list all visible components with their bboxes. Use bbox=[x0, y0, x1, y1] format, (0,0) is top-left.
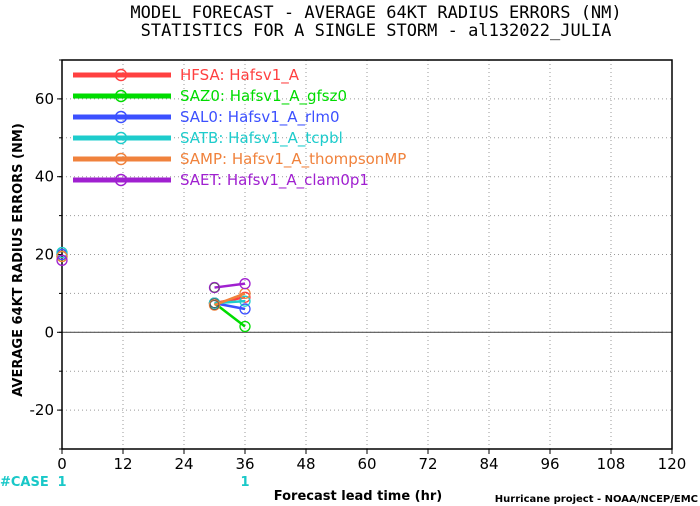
data-point bbox=[239, 295, 251, 307]
data-point bbox=[56, 246, 68, 259]
data-point-outline bbox=[209, 282, 220, 293]
data-point bbox=[56, 250, 68, 263]
x-tick-label: 24 bbox=[174, 455, 193, 473]
chart-title: MODEL FORECAST - AVERAGE 64KT RADIUS ERR… bbox=[130, 3, 621, 23]
data-point bbox=[239, 320, 251, 333]
series-0 bbox=[56, 248, 251, 309]
x-tick-label: 12 bbox=[113, 455, 132, 473]
x-tick-label: 36 bbox=[235, 455, 254, 473]
legend-entry-0: HFSA: Hafsv1_A bbox=[73, 66, 300, 85]
legend-swatch-marker bbox=[114, 89, 128, 103]
legend-swatch-marker bbox=[114, 173, 128, 187]
legend-entry-5: SAET: Hafsv1_A_clam0p1 bbox=[73, 171, 369, 190]
credit-text: Hurricane project - NOAA/NCEP/EMC bbox=[495, 494, 698, 505]
legend-swatch-marker bbox=[114, 152, 128, 166]
data-point bbox=[239, 303, 251, 315]
legend-entry-1: SAZ0: Hafsv1_A_gfsz0 bbox=[73, 87, 347, 106]
legend-label: SAMP: Hafsv1_A_thompsonMP bbox=[180, 150, 406, 169]
legend-entry-3: SATB: Hafsv1_A_tcpbl bbox=[73, 129, 343, 148]
y-tick-label: 20 bbox=[35, 246, 54, 264]
x-tick-label: 0 bbox=[57, 455, 67, 473]
legend-entry-2: SAL0: Hafsv1_A_rlm0 bbox=[73, 108, 340, 127]
legend-label: SAL0: Hafsv1_A_rlm0 bbox=[180, 108, 340, 127]
x-tick-label: 84 bbox=[479, 455, 498, 473]
series-1 bbox=[56, 250, 251, 333]
data-point-outline bbox=[209, 300, 220, 310]
legend-swatch-marker bbox=[114, 110, 128, 124]
x-tick-label: 60 bbox=[357, 455, 376, 473]
x-axis-label: Forecast lead time (hr) bbox=[274, 489, 442, 504]
series-2 bbox=[56, 248, 251, 315]
x-tick-label: 108 bbox=[597, 455, 626, 473]
y-tick-label: 40 bbox=[35, 168, 54, 186]
series-4 bbox=[56, 250, 251, 311]
x-tick-label: 120 bbox=[658, 455, 687, 473]
y-tick-label: -20 bbox=[30, 401, 55, 419]
x-tick-label: 48 bbox=[296, 455, 315, 473]
legend-label: HFSA: Hafsv1_A bbox=[180, 66, 300, 85]
chart-subtitle: STATISTICS FOR A SINGLE STORM - al132022… bbox=[141, 21, 612, 41]
y-tick-label: 60 bbox=[35, 90, 54, 108]
case-label: #CASE bbox=[0, 475, 49, 490]
legend-label: SAET: Hafsv1_A_clam0p1 bbox=[180, 171, 369, 190]
data-point bbox=[208, 299, 221, 311]
data-point bbox=[56, 254, 68, 266]
series-3 bbox=[56, 246, 251, 309]
series-5 bbox=[56, 254, 251, 294]
data-point bbox=[239, 278, 251, 290]
legend-swatch-marker bbox=[114, 68, 128, 82]
y-tick-label: 0 bbox=[44, 323, 54, 341]
data-point bbox=[208, 281, 221, 294]
case-count: 1 bbox=[57, 475, 66, 490]
legend-swatch-marker bbox=[114, 131, 128, 145]
case-count: 1 bbox=[240, 475, 249, 490]
plot-area: 0 12 24 36 48 60 72 84 96 108 120 -20 0 20 40 60 HFSA: H… bbox=[30, 59, 687, 490]
legend-label: SAZ0: Hafsv1_A_gfsz0 bbox=[180, 87, 347, 106]
legend-label: SATB: Hafsv1_A_tcpbl bbox=[180, 129, 343, 148]
y-axis-label: AVERAGE 64KT RADIUS ERRORS (NM) bbox=[11, 123, 26, 397]
x-tick-label: 96 bbox=[540, 455, 559, 473]
legend-entry-4: SAMP: Hafsv1_A_thompsonMP bbox=[73, 150, 406, 169]
x-tick-label: 72 bbox=[418, 455, 437, 473]
